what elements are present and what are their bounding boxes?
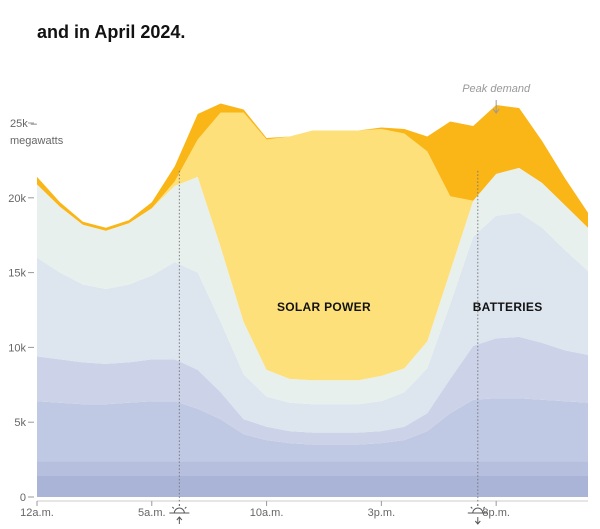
axes: 0 5k 10k 15k 20k 25k – megawatts 12a.m. 5a.m. 10a… <box>8 118 588 519</box>
sunrise-icon <box>169 504 190 524</box>
batteries-label: BATTERIES <box>473 300 543 314</box>
solar-power-area <box>37 112 588 381</box>
peak-demand-annotation: Peak demand <box>462 83 531 95</box>
x-tick-label: 5a.m. <box>138 507 166 519</box>
area-layers <box>37 103 588 497</box>
in-chart-labels: SOLAR POWER BATTERIES <box>277 300 543 314</box>
y-unit-label: megawatts <box>10 135 64 147</box>
y-tick-label: 10k <box>8 342 26 354</box>
y-tick-label: 15k <box>8 268 26 280</box>
x-tick-label: 8p.m. <box>482 507 510 519</box>
headline: and in April 2024. <box>37 22 186 42</box>
y-tick-label: 25k – <box>10 118 38 130</box>
generation-layer-3 <box>37 398 588 462</box>
y-tick-label: 20k <box>8 193 26 205</box>
x-tick-label: 10a.m. <box>250 507 284 519</box>
sunset-icon <box>467 504 488 525</box>
generation-layer-2 <box>37 461 588 477</box>
solar-power-label: SOLAR POWER <box>277 300 371 314</box>
generation-layer-5 <box>37 212 588 433</box>
x-tick-label: 3p.m. <box>368 507 396 519</box>
y-tick-label: 0 <box>20 492 26 504</box>
generation-layer-1 <box>37 476 588 497</box>
peak-demand-arrow-head <box>492 108 500 114</box>
x-tick-label: 12a.m. <box>20 507 54 519</box>
generation-layer-6 <box>37 167 588 405</box>
batteries-area <box>37 103 588 231</box>
y-tick-label: 5k <box>14 417 26 429</box>
markers: Peak demand <box>169 83 531 525</box>
generation-layer-4 <box>37 336 588 445</box>
